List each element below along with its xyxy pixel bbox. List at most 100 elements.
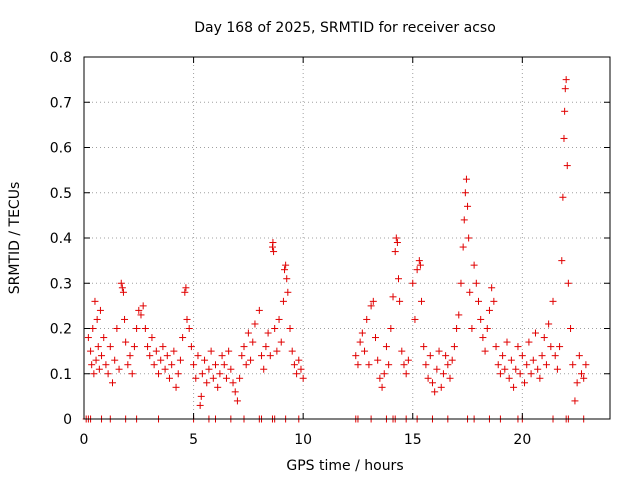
data-point [260, 365, 268, 373]
data-point [521, 379, 529, 387]
data-point [499, 352, 507, 360]
data-point [352, 352, 360, 360]
data-point [139, 302, 147, 310]
data-point [488, 284, 496, 292]
data-point [157, 356, 165, 364]
data-point [369, 297, 377, 305]
data-point [404, 356, 412, 364]
data-point [448, 356, 456, 364]
data-point [244, 329, 252, 337]
data-point [282, 261, 290, 269]
data-point [439, 370, 447, 378]
data-point [118, 284, 126, 292]
data-point [413, 266, 421, 274]
data-point [121, 315, 129, 323]
data-point [367, 302, 375, 310]
data-point [176, 356, 184, 364]
data-point [242, 361, 250, 369]
data-point [249, 338, 257, 346]
data-point [229, 379, 237, 387]
data-point [258, 352, 266, 360]
data-point [523, 361, 531, 369]
data-point [279, 297, 287, 305]
data-point [126, 352, 134, 360]
data-point [266, 352, 274, 360]
data-point [461, 189, 469, 197]
data-point [538, 352, 546, 360]
data-point [431, 388, 439, 396]
data-point [400, 361, 408, 369]
data-point [481, 347, 489, 355]
data-point [527, 370, 535, 378]
data-point [575, 352, 583, 360]
data-point [422, 361, 430, 369]
data-point [190, 361, 198, 369]
data-point [196, 401, 204, 409]
data-point [361, 347, 369, 355]
data-point [374, 356, 382, 364]
data-point [382, 343, 390, 351]
data-point [135, 306, 143, 314]
data-point [222, 374, 230, 382]
x-tick-labels: 0 5 10 15 20 [80, 432, 532, 448]
data-point [113, 325, 121, 332]
data-point [236, 374, 244, 382]
data-point [428, 379, 436, 387]
data-point [293, 370, 301, 378]
data-point [119, 288, 127, 296]
data-point [479, 334, 487, 342]
data-point [172, 383, 180, 391]
data-point [514, 343, 522, 351]
data-point [395, 275, 403, 283]
data-point [168, 361, 176, 369]
data-point [159, 343, 167, 351]
y-tick-label: 0.5 [50, 186, 72, 202]
data-point [212, 361, 219, 369]
data-point [283, 275, 291, 283]
data-point [88, 361, 96, 369]
data-point [203, 379, 211, 387]
data-point [455, 311, 463, 319]
data-point [437, 383, 445, 391]
data-point [117, 279, 125, 287]
data-point [561, 85, 569, 93]
data-point [553, 365, 561, 373]
data-point [152, 347, 160, 355]
data-point [378, 383, 386, 391]
grid [84, 57, 610, 419]
data-point [130, 343, 138, 351]
data-point [545, 320, 553, 328]
data-point [91, 297, 99, 305]
y-tick-label: 0.1 [50, 367, 72, 383]
data-point [150, 361, 158, 369]
data-point [286, 325, 294, 332]
data-point [393, 239, 401, 247]
data-point [468, 325, 476, 332]
data-point [556, 343, 564, 351]
data-point [128, 370, 136, 378]
data-point [391, 248, 399, 256]
x-tick-label: 20 [513, 432, 531, 448]
x-tick-label: 10 [294, 432, 312, 448]
data-point [549, 297, 557, 305]
data-point [551, 352, 559, 360]
data-point [201, 356, 209, 364]
data-point [529, 356, 537, 364]
data-point [442, 352, 450, 360]
data-point [492, 343, 500, 351]
y-tick-label: 0.4 [50, 231, 72, 247]
data-point [182, 284, 190, 292]
data-point [262, 343, 270, 351]
data-point [564, 279, 572, 287]
data-point [435, 347, 443, 355]
data-point [218, 352, 226, 360]
data-point [95, 365, 103, 373]
data-point [472, 279, 480, 287]
data-point [358, 329, 366, 337]
data-point [459, 243, 467, 251]
data-point [567, 325, 575, 332]
data-point [518, 352, 526, 360]
data-point [380, 370, 388, 378]
data-point [354, 361, 362, 369]
data-point [485, 306, 493, 314]
